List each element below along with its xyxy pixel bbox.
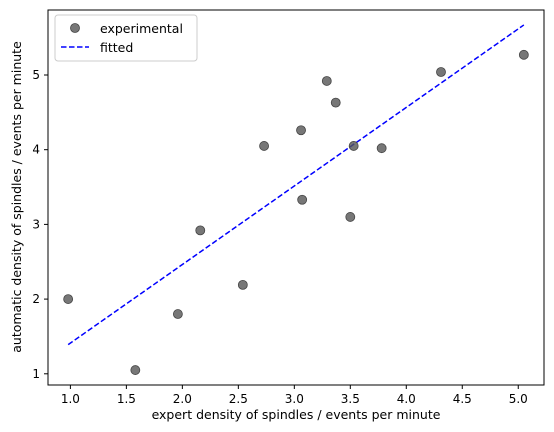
- y-axis-label: automatic density of spindles / events p…: [9, 41, 24, 353]
- plot-frame: [47, 9, 545, 386]
- x-tick-label-2: 2.0: [173, 392, 192, 406]
- experimental-point-10: [345, 212, 356, 222]
- y-tick-label-1: 2: [32, 292, 40, 306]
- y-tick-label-4: 5: [32, 68, 40, 82]
- experimental-point-5: [259, 141, 269, 151]
- experimental-points-layer: [63, 49, 529, 375]
- experimental-point-8: [321, 76, 332, 86]
- x-tick-label-6: 4.0: [397, 392, 416, 406]
- x-tick-label-4: 3.0: [285, 392, 304, 406]
- experimental-point-1: [130, 365, 141, 375]
- experimental-point-11: [348, 141, 359, 151]
- experimental-point-14: [518, 49, 529, 60]
- experimental-point-0: [63, 294, 74, 304]
- legend-box: [54, 14, 198, 62]
- experimental-point-4: [237, 280, 248, 290]
- experimental-point-13: [436, 67, 446, 77]
- fitted-line-layer: [67, 24, 525, 346]
- x-axis-label: expert density of spindles / events per …: [152, 407, 441, 422]
- y-tick-label-2: 3: [32, 217, 40, 231]
- x-tick-label-0: 1.0: [61, 392, 80, 406]
- experimental-point-2: [172, 309, 183, 319]
- x-axis-ticks: 1.0 1.5 2.0 2.5 3.0 3.5 4.0 4.5 5.0: [61, 385, 528, 406]
- legend: experimental fitted: [54, 14, 198, 62]
- legend-experimental-marker-icon: [70, 23, 80, 33]
- x-tick-label-5: 3.5: [341, 392, 360, 406]
- experimental-point-7: [297, 194, 308, 205]
- x-tick-label-1: 1.5: [117, 392, 136, 406]
- plot-area: [48, 10, 544, 385]
- legend-experimental-label: experimental: [100, 21, 183, 36]
- experimental-point-9: [330, 97, 341, 108]
- x-tick-label-8: 5.0: [509, 392, 528, 406]
- fitted-line: [67, 24, 525, 346]
- y-axis-ticks: 1 2 3 4 5: [32, 68, 48, 381]
- y-tick-label-3: 4: [32, 143, 40, 157]
- legend-fitted-label: fitted: [100, 40, 133, 55]
- experimental-point-3: [195, 225, 206, 236]
- x-tick-label-7: 4.5: [453, 392, 472, 406]
- experimental-point-12: [376, 143, 387, 154]
- x-tick-label-3: 2.5: [229, 392, 248, 406]
- y-tick-label-0: 1: [32, 367, 40, 381]
- experimental-point-6: [296, 125, 306, 136]
